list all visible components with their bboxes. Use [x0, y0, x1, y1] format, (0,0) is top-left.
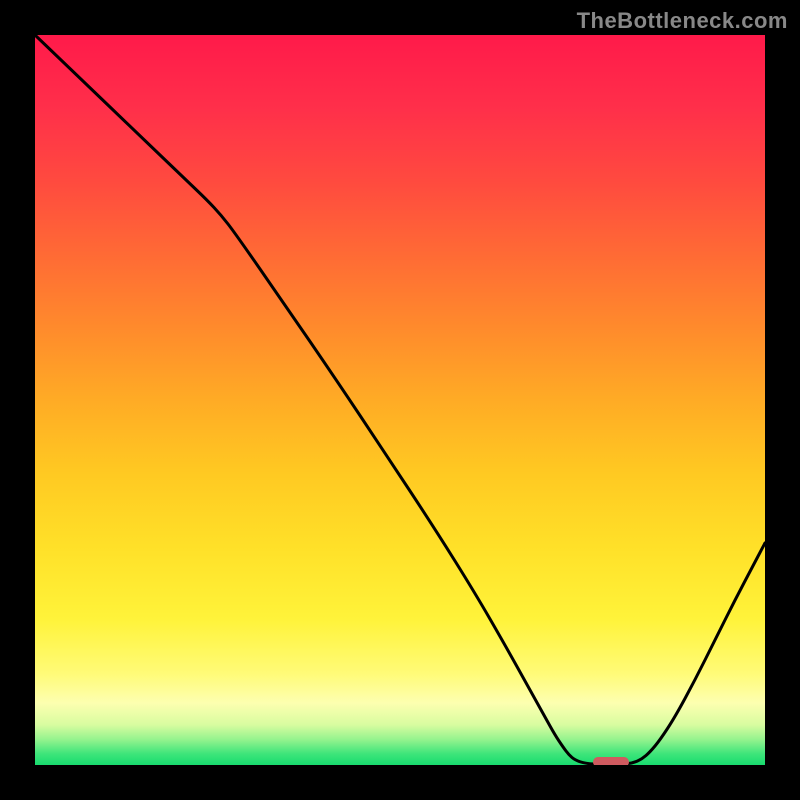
plot-svg	[35, 35, 765, 765]
chart-root: TheBottleneck.com	[0, 0, 800, 800]
optimum-marker	[593, 757, 629, 765]
watermark-text: TheBottleneck.com	[577, 8, 788, 34]
gradient-background	[35, 35, 765, 765]
plot-area	[35, 35, 765, 765]
